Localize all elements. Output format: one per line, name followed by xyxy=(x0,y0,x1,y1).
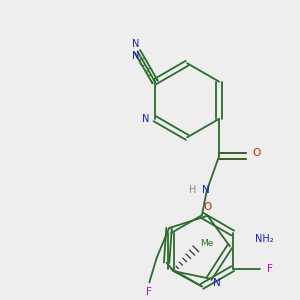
Text: O: O xyxy=(252,148,260,158)
Text: NH₂: NH₂ xyxy=(255,234,273,244)
Text: C: C xyxy=(138,58,145,68)
Text: Me: Me xyxy=(200,239,213,248)
Text: O: O xyxy=(203,202,212,212)
Text: F: F xyxy=(146,287,152,297)
Text: N: N xyxy=(131,39,139,49)
Text: H: H xyxy=(189,184,197,194)
Text: N: N xyxy=(213,278,220,289)
Text: N: N xyxy=(132,51,140,61)
Text: C: C xyxy=(146,68,153,78)
Text: F: F xyxy=(267,264,273,274)
Text: N: N xyxy=(142,114,150,124)
Text: N: N xyxy=(202,184,210,194)
